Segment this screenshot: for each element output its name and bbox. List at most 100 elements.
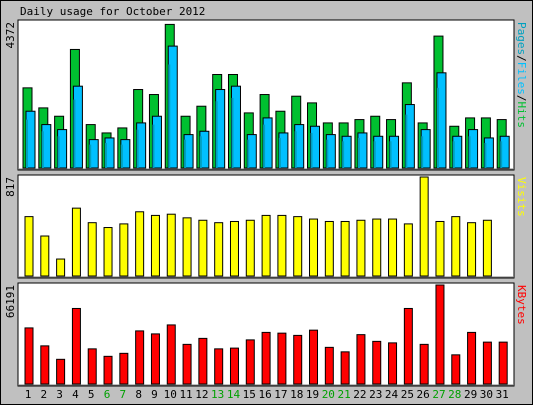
- legend-entry: /: [515, 55, 528, 62]
- max-value-label: 4372: [4, 22, 17, 49]
- bar-visits-day-16: [261, 214, 271, 277]
- bar-pages-day-3: [57, 136, 60, 168]
- bar-kbytes-day-26: [419, 343, 429, 385]
- bar-kbytes-day-16: [261, 331, 271, 385]
- bar-pages-day-31: [500, 141, 503, 168]
- panel-kbytes: 66191 KBytes: [4, 282, 528, 387]
- bar-kbytes-day-3: [56, 358, 66, 385]
- day-label-1: 1: [25, 388, 32, 401]
- day-label-22: 22: [353, 388, 366, 401]
- bar-visits-day-22: [356, 219, 366, 277]
- bar-pages-day-10: [168, 64, 171, 168]
- bar-pages-day-23: [373, 141, 376, 168]
- legend-entry: Visits: [515, 177, 528, 217]
- bar-visits-day-30: [482, 219, 492, 277]
- bar-pages-day-5: [89, 144, 92, 168]
- bar-visits-day-15: [245, 219, 255, 277]
- bar-pages-day-30: [484, 142, 487, 168]
- legend-visits: Visits: [515, 177, 528, 217]
- bar-kbytes-day-2: [40, 345, 50, 385]
- day-label-17: 17: [274, 388, 287, 401]
- day-label-8: 8: [135, 388, 142, 401]
- bar-pages-day-12: [199, 136, 202, 168]
- bar-kbytes-day-11: [182, 343, 192, 385]
- bar-kbytes-day-27: [435, 284, 445, 385]
- day-label-11: 11: [179, 388, 192, 401]
- bar-pages-day-13: [215, 101, 218, 168]
- day-label-4: 4: [72, 388, 79, 401]
- day-label-14: 14: [227, 388, 241, 401]
- legend-entry: /: [515, 95, 528, 102]
- bar-visits-day-3: [56, 258, 66, 277]
- day-label-9: 9: [151, 388, 158, 401]
- bar-visits-day-2: [40, 235, 50, 277]
- day-label-20: 20: [322, 388, 335, 401]
- bar-visits-day-14: [229, 220, 239, 277]
- bar-visits-day-8: [135, 211, 145, 277]
- legend-hits-files-pages: Pages/Files/Hits: [515, 22, 528, 128]
- bar-pages-day-19: [310, 132, 313, 168]
- day-label-6: 6: [104, 388, 111, 401]
- max-value-label: 817: [4, 177, 17, 197]
- day-label-21: 21: [338, 388, 351, 401]
- bar-kbytes-day-8: [135, 330, 145, 385]
- day-label-27: 27: [432, 388, 445, 401]
- bar-pages-day-20: [326, 139, 329, 168]
- bar-pages-day-7: [120, 144, 123, 168]
- day-label-29: 29: [464, 388, 477, 401]
- bar-visits-day-13: [214, 222, 224, 277]
- day-label-25: 25: [401, 388, 414, 401]
- day-label-5: 5: [88, 388, 95, 401]
- series-pages: [26, 64, 503, 168]
- bar-kbytes-day-31: [498, 341, 508, 385]
- day-label-30: 30: [480, 388, 493, 401]
- bar-kbytes-day-1: [24, 327, 34, 385]
- bar-kbytes-day-19: [309, 329, 319, 385]
- panel-hits-files-pages: 4372 Pages/Files/Hits: [4, 19, 528, 171]
- bar-visits-day-6: [103, 227, 113, 277]
- bar-visits-day-20: [324, 220, 334, 277]
- bar-visits-day-24: [388, 218, 398, 277]
- day-axis-labels: 1 2 3 4 5 6 7 8 9 10 11 12 13 14 15 16 17 18 19 20 21 22 23 24 2…: [25, 388, 509, 401]
- day-label-28: 28: [448, 388, 461, 401]
- bar-visits-day-7: [119, 223, 129, 277]
- bar-pages-day-24: [389, 141, 392, 168]
- bar-kbytes-day-12: [198, 337, 208, 385]
- bar-visits-day-1: [24, 216, 34, 277]
- legend-kbytes: KBytes: [515, 285, 528, 325]
- bar-pages-day-11: [184, 139, 187, 168]
- bar-kbytes-day-20: [324, 346, 334, 385]
- day-label-12: 12: [195, 388, 208, 401]
- bar-kbytes-day-10: [166, 324, 176, 385]
- bar-visits-day-26: [419, 176, 429, 277]
- bar-visits-day-27: [435, 220, 445, 277]
- bar-kbytes-day-30: [482, 341, 492, 385]
- bar-visits-day-23: [372, 218, 382, 277]
- bar-pages-day-4: [73, 99, 76, 168]
- legend-entry: Hits: [515, 102, 528, 129]
- bar-pages-day-22: [357, 137, 360, 168]
- bar-kbytes-day-14: [229, 347, 239, 385]
- bar-pages-day-29: [468, 136, 471, 168]
- bar-pages-day-14: [231, 97, 234, 168]
- chart-panels: 4372 Pages/Files/Hits 817 Visits 66191 KBytes: [4, 19, 528, 387]
- bar-pages-day-25: [405, 114, 408, 168]
- bar-kbytes-day-7: [119, 352, 129, 385]
- day-label-3: 3: [56, 388, 63, 401]
- bar-visits-day-21: [340, 220, 350, 277]
- bar-visits-day-11: [182, 217, 192, 277]
- day-label-31: 31: [496, 388, 509, 401]
- day-label-13: 13: [211, 388, 224, 401]
- bar-visits-day-19: [309, 218, 319, 277]
- bar-pages-day-1: [26, 119, 28, 168]
- bar-pages-day-27: [436, 87, 439, 168]
- legend-entry: KBytes: [515, 285, 528, 325]
- bar-kbytes-day-22: [356, 334, 366, 385]
- bar-kbytes-day-5: [87, 348, 97, 385]
- bar-pages-day-2: [41, 131, 44, 168]
- bar-pages-day-9: [152, 124, 155, 168]
- bar-kbytes-day-4: [71, 307, 81, 385]
- bar-visits-day-29: [467, 222, 477, 277]
- bar-visits-day-12: [198, 219, 208, 277]
